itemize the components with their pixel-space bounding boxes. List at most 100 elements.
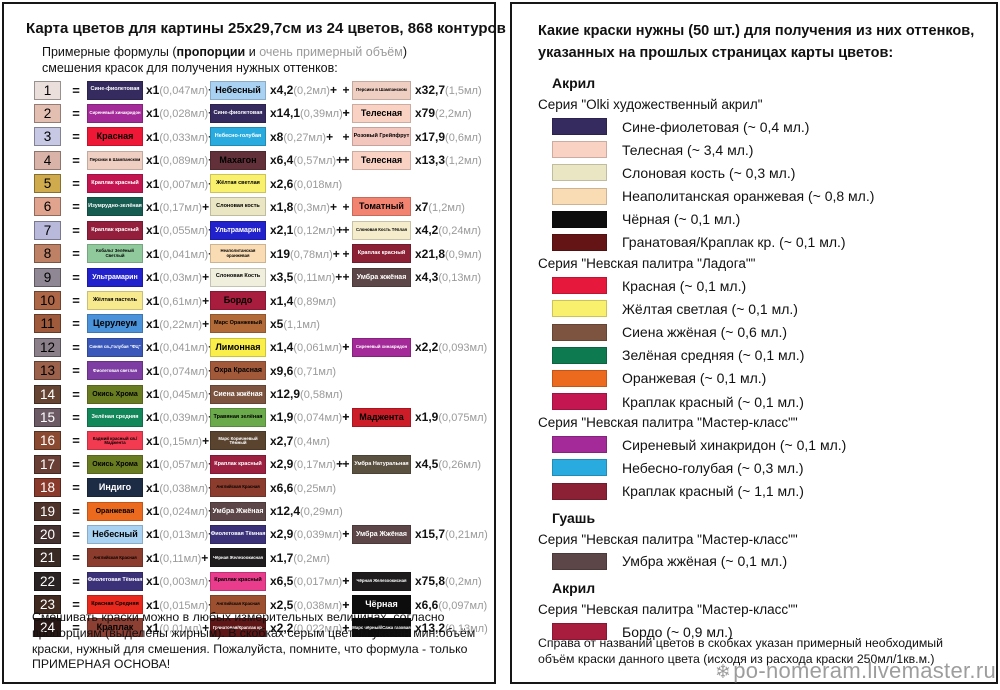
series-name: Серия "Невская палитра "Мастер-класс"": [538, 531, 798, 547]
multiplier: х1: [146, 340, 160, 355]
multiplier: х2,2: [270, 620, 294, 635]
equals-sign: =: [72, 222, 80, 238]
multiplier: х13,3: [415, 153, 446, 168]
volume: (0,089мл): [159, 155, 209, 168]
paint-swatch: [552, 210, 607, 228]
mix-ratio: х8(0,27мл)+: [266, 130, 340, 144]
mix-ratio: х1(0,003мл)+: [143, 574, 215, 589]
multiplier: х15,7: [415, 527, 446, 542]
mix-ratio: х2,9(0,17мл)+: [266, 457, 343, 471]
volume: (0,12мл): [293, 225, 337, 238]
mix-ratio: х1(0,22мл)+: [143, 317, 210, 331]
paint-chip: Сиена жжёная: [210, 384, 266, 404]
paint-chip: Охра Красная: [210, 361, 266, 381]
mix-ratio: х1(0,041мл)+: [143, 247, 215, 261]
mix-ratio: х1,9(0,074мл)+: [266, 410, 349, 424]
paint-chip: Небесно-голубая: [210, 127, 266, 147]
equals-sign: =: [72, 293, 80, 309]
paint-label: Умбра жжёная (~ 0,1 мл.): [622, 553, 788, 570]
paint-item: Гранатовая/Краплак кр. (~ 0,1 мл.): [552, 231, 978, 254]
plus-sign: +: [202, 316, 210, 331]
equals-sign: =: [72, 129, 80, 145]
volume: (0,29мл): [300, 506, 343, 519]
paint-label: Сине-фиолетовая (~ 0,4 мл.): [622, 118, 810, 135]
paint-chip: Умбра жжёная: [352, 267, 411, 287]
result-swatch: 20: [34, 524, 61, 544]
plus-sign: +: [336, 153, 344, 168]
paint-swatch: [552, 118, 607, 136]
paint-chip: Изумрудно-зелёная: [87, 197, 143, 217]
paint-chip: Красная: [87, 127, 143, 147]
volume: (0,045мл): [159, 389, 209, 402]
plus-sign: +: [201, 550, 209, 565]
paint-label: Сиена жжёная (~ 0,6 мл.): [622, 324, 788, 341]
multiplier: х1,9: [415, 410, 439, 425]
volume: (0,033мл): [159, 131, 209, 144]
mix-ratio: х1(0,15мл)+: [143, 434, 210, 448]
equals-sign: =: [72, 386, 80, 402]
multiplier: х1: [146, 480, 160, 495]
paint-chip: Небесный: [87, 524, 143, 544]
mix-ratio: х6,5(0,017мл)+: [266, 574, 349, 589]
plus-sign: +: [342, 246, 350, 261]
paint-chip: Чёрная Железоокисная: [210, 548, 266, 568]
equals-sign: =: [72, 176, 80, 192]
formula-row: 3=Краснаях1(0,033мл)+Небесно-голубаях8(0…: [34, 127, 490, 147]
result-swatch: 21: [34, 548, 61, 568]
result-swatch: 18: [34, 478, 61, 498]
plus-sign: +: [342, 574, 350, 589]
multiplier: х3,5: [270, 270, 294, 285]
paint-chip: Индиго: [87, 478, 143, 498]
multiplier: х2,2: [415, 340, 439, 355]
mix-ratio: х1(0,11мл)+: [143, 551, 210, 565]
multiplier: х6,5: [270, 574, 294, 589]
result-swatch: 1: [34, 80, 61, 100]
paint-chip: Сиреневый хинакридон: [352, 337, 411, 357]
equals-sign: =: [72, 456, 80, 472]
equals-sign: =: [72, 433, 80, 449]
formula-row: 12=Синяя св.,Голубая "ФЦ"х1(0,041мл)+Лим…: [34, 337, 490, 357]
result-swatch: 3: [34, 127, 61, 147]
paint-chip: Персики в Шампанском: [352, 80, 411, 100]
paint-label: Краплак красный (~ 0,1 мл.): [622, 393, 804, 410]
formula-row: 21 = Английская Красная х1(0,11мл)+ Чёрная Ж…: [34, 548, 490, 568]
section-heading: Акрил: [552, 74, 596, 91]
page-title: Карта цветов для картины 25х29,7см из 24…: [26, 20, 506, 37]
paint-chip: Томатный: [352, 197, 411, 217]
plus-sign: +: [202, 199, 210, 214]
multiplier: х21,8: [415, 246, 446, 261]
volume: (0,24мл): [438, 225, 482, 238]
result-swatch: 6: [34, 197, 61, 217]
mix-ratio: х1(0,61мл)+: [143, 294, 210, 308]
multiplier: х6,4: [270, 153, 294, 168]
formula-row: 7=Краплак красныйх1(0,055мл)+Ультрамарин…: [34, 220, 490, 240]
paint-item: Сиена жжёная (~ 0,6 мл.): [552, 320, 978, 343]
subtitle: Примерные формулы (пропорции и очень при…: [42, 44, 442, 77]
mixing-note: Смешивать краски можно в любых измерител…: [32, 610, 476, 672]
formula-row: 8=Кобальт Зелёный Светлыйх1(0,041мл)+Неа…: [34, 244, 490, 264]
volume: (0,27мл): [283, 131, 327, 144]
result-swatch: 8: [34, 244, 61, 264]
equals-sign: =: [72, 152, 80, 168]
volume: (0,038мл): [159, 482, 209, 495]
paint-chip: Умбра Жжёная: [210, 501, 266, 521]
multiplier: х1: [146, 574, 160, 589]
multiplier: х2,6: [270, 176, 294, 191]
multiplier: х19: [270, 246, 291, 261]
plus-sign: +: [342, 153, 350, 168]
result-swatch: 23: [34, 595, 61, 615]
multiplier: х8: [270, 129, 284, 144]
multiplier: х75,8: [415, 574, 446, 589]
paint-chip: Краплак красный: [210, 454, 266, 474]
formula-row: 1=Сине-фиолетоваях1(0,047мл)+Небесныйх4,…: [34, 80, 490, 100]
equals-sign: =: [72, 105, 80, 121]
equals-sign: =: [72, 620, 80, 636]
volume: (0,028мл): [159, 108, 209, 121]
multiplier: х1: [146, 457, 160, 472]
plus-sign: +: [202, 270, 210, 285]
volume: (0,018мл): [293, 178, 343, 191]
